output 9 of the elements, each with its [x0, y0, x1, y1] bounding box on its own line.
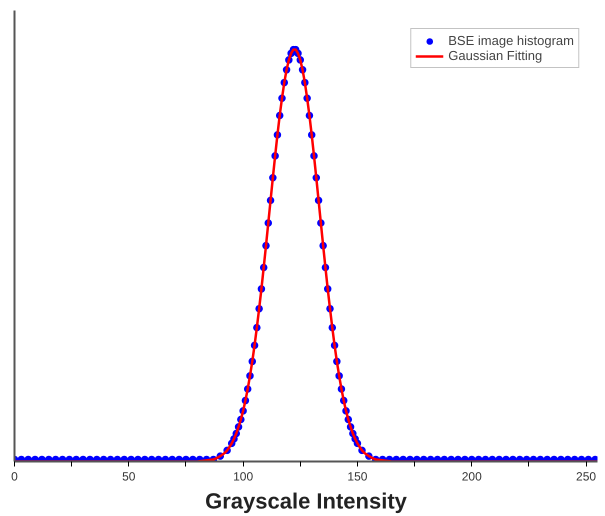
x-axis-title: Grayscale Intensity [205, 488, 408, 514]
x-tick-label: 250 [576, 470, 596, 484]
legend-label: BSE image histogram [448, 33, 574, 48]
x-tick-label: 200 [462, 470, 482, 484]
x-tick-label: 100 [233, 470, 254, 484]
x-tick-label: 0 [11, 470, 18, 484]
x-tick-label: 50 [122, 470, 136, 484]
legend-label: Gaussian Fitting [448, 48, 542, 63]
x-tick-label: 150 [347, 470, 368, 484]
